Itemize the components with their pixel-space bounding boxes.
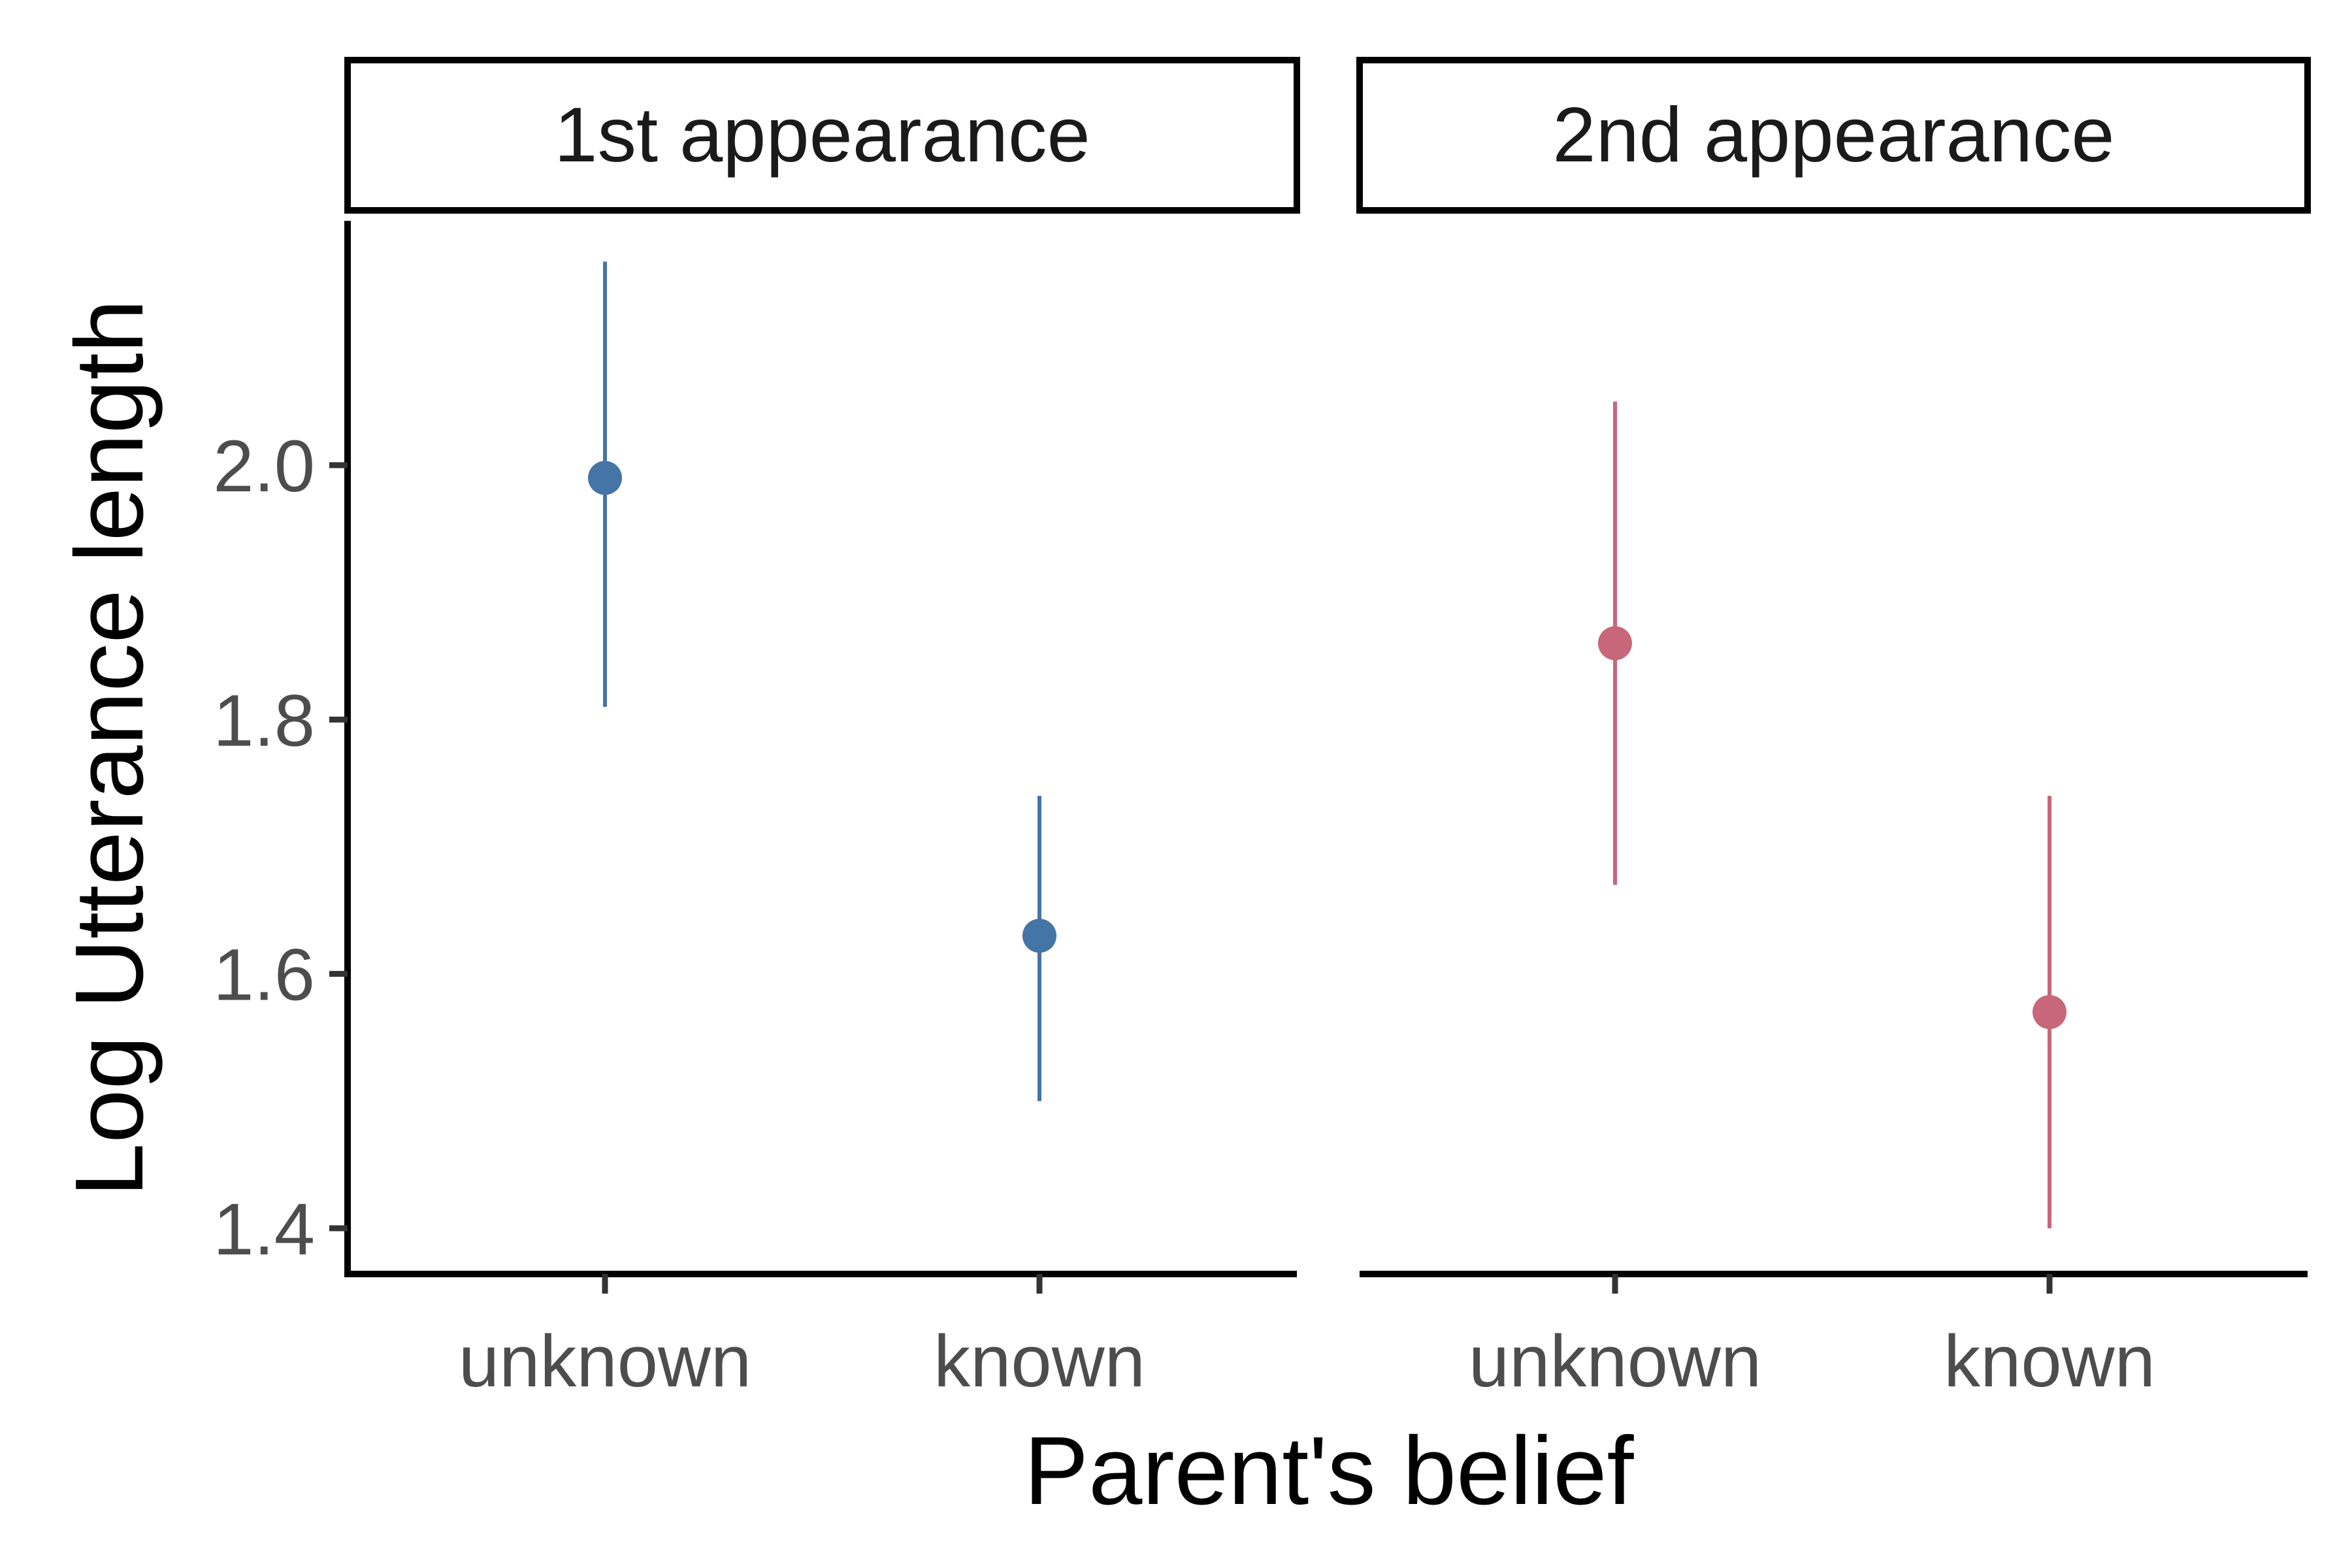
x-axis-title: Parent's belief	[1024, 1417, 1634, 1525]
y-axis-title: Log Utterance length	[56, 299, 163, 1197]
facet-panel-1: 1st appearance 1.4 1.6 1.8 2.0 unknown known	[213, 57, 1300, 1402]
y-tick-label: 1.8	[213, 679, 315, 761]
x-tick-label: known	[1944, 1320, 2155, 1402]
y-tick-label: 1.6	[213, 934, 315, 1016]
facet-strip-2	[1356, 57, 2311, 214]
y-tick-label: 2.0	[213, 425, 315, 507]
facet-strip-label-1: 1st appearance	[554, 91, 1090, 178]
data-point	[1598, 626, 1632, 661]
data-point	[2033, 995, 2066, 1030]
data-point	[1022, 919, 1056, 953]
facet-strip-1	[344, 57, 1300, 214]
data-point	[588, 461, 622, 495]
facet-panel-2: 2nd appearance unknown known	[1356, 57, 2311, 1402]
facet-strip-label-2: 2nd appearance	[1552, 91, 2114, 178]
x-tick-label: unknown	[459, 1320, 751, 1402]
y-tick-label: 1.4	[213, 1188, 315, 1270]
x-tick-label: unknown	[1469, 1320, 1761, 1402]
x-tick-label: known	[934, 1320, 1145, 1402]
